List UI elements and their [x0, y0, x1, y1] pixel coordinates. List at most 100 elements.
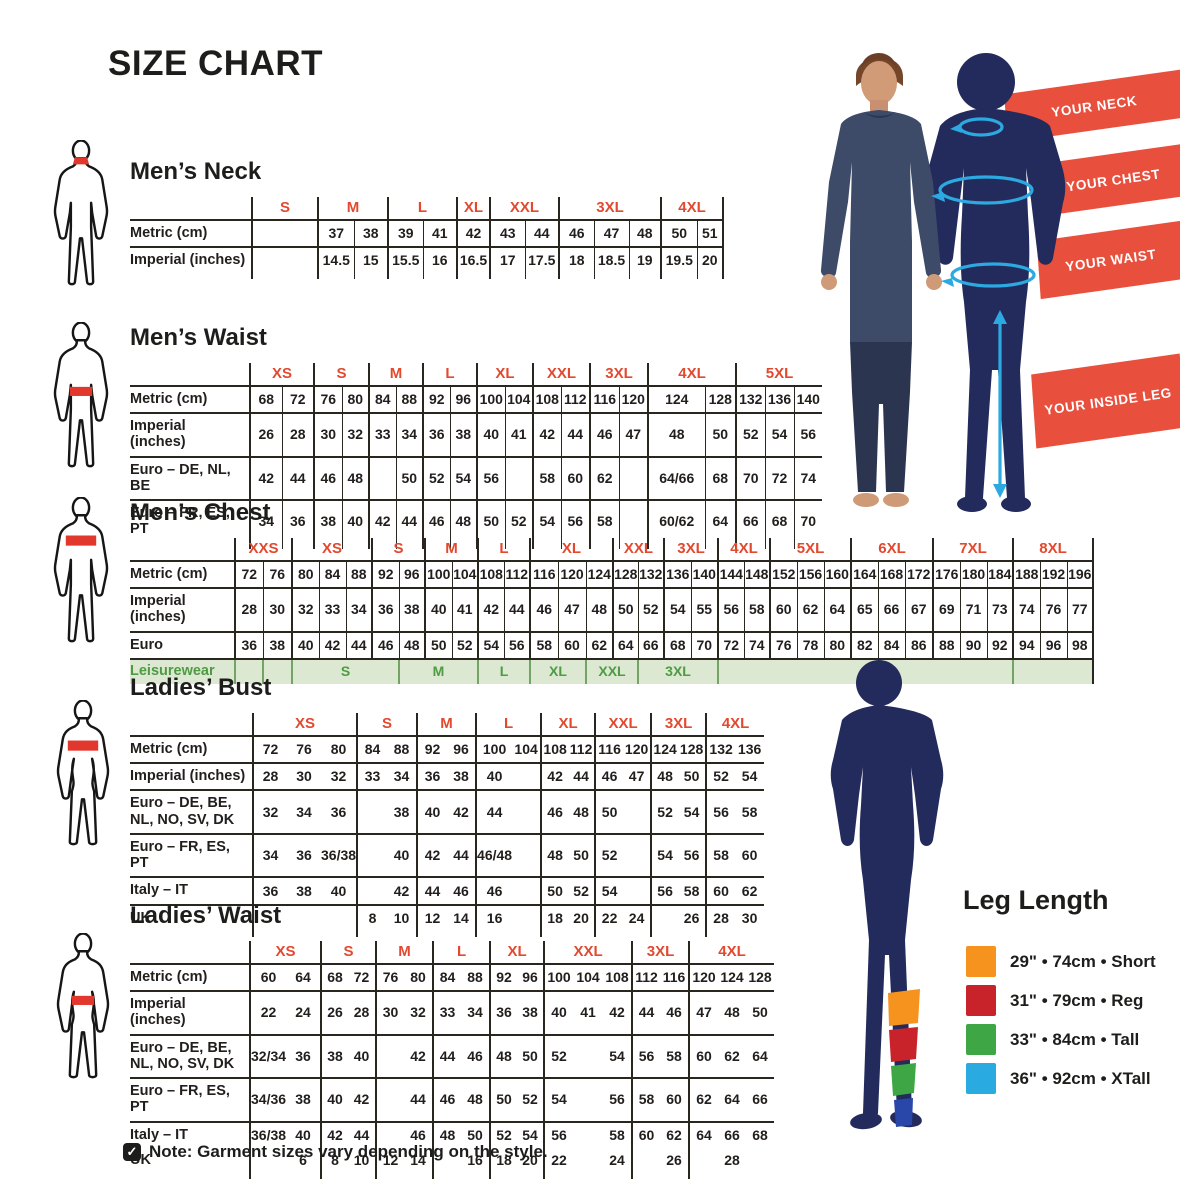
size-cell [512, 876, 542, 905]
size-column-header: 3XL [558, 197, 661, 220]
size-cell: 42 [404, 1033, 434, 1079]
row-label: Imperial (inches) [130, 587, 235, 632]
size-cell: 96 [449, 384, 477, 414]
size-column-header: 4XL [688, 941, 775, 964]
size-column-header: XS [248, 941, 322, 964]
size-cell: 34 [461, 990, 491, 1035]
male-chest-figure-icon [53, 497, 109, 643]
size-cell: 60 [631, 1120, 661, 1148]
size-cell: 16.5 [456, 246, 490, 280]
leg-length-legend: 29" • 74cm • Short 31" • 79cm • Reg 33" … [966, 946, 1156, 1094]
size-cell: 64 [718, 1077, 747, 1122]
size-cell: 128 [678, 734, 707, 764]
size-cell: 19 [628, 246, 661, 280]
size-column-header: 3XL [650, 713, 707, 736]
size-cell: 72 [281, 384, 314, 414]
size-column-header: 4XL [660, 197, 724, 220]
size-cell [375, 1033, 405, 1079]
size-cell: 46 [313, 455, 342, 501]
size-cell [631, 1147, 661, 1180]
row-label: Italy – IT [130, 1120, 250, 1148]
size-cell: 56 [503, 630, 530, 659]
size-cell: 54 [663, 587, 691, 632]
size-cell: 52 [650, 789, 679, 834]
row-label: Italy – IT [130, 876, 253, 905]
size-cell: 84 [368, 384, 396, 414]
size-cell: 64 [688, 1120, 719, 1148]
size-cell [512, 762, 542, 791]
size-cell: 48 [650, 762, 679, 791]
size-cell: 67 [904, 587, 933, 632]
size-cell: 92 [986, 630, 1013, 659]
size-cell: 50 [540, 876, 569, 905]
size-cell: 42 [318, 630, 346, 659]
size-cell: 40 [387, 832, 418, 878]
bust-highlight-band [67, 740, 99, 751]
size-cell: 34 [345, 587, 372, 632]
size-cell: 116 [594, 734, 624, 764]
size-cell: 8 [320, 1147, 349, 1180]
size-cell: 66 [718, 1120, 747, 1148]
size-cell: 58 [705, 832, 736, 878]
size-cell [1012, 657, 1094, 685]
size-cell: 6 [299, 1151, 307, 1168]
size-cell: 42 [603, 990, 633, 1035]
size-cell: 50 [489, 1077, 518, 1122]
size-cell: 30 [735, 903, 765, 937]
size-cell: 36 [371, 587, 399, 632]
size-column-header: XXL [594, 713, 652, 736]
size-column-header: XL [456, 197, 490, 220]
size-cell: 69 [932, 587, 960, 632]
size-cell: 32/34 [248, 1033, 287, 1079]
size-cell: 46 [371, 630, 399, 659]
size-cell: 136 [663, 559, 691, 589]
size-cell: 100 [476, 384, 505, 414]
row-label: Metric (cm) [130, 218, 252, 248]
size-cell [321, 903, 358, 937]
row-label: Metric (cm) [130, 384, 250, 414]
size-cell: 84 [356, 734, 388, 764]
size-cell: 70 [735, 455, 765, 501]
size-cell: 72 [764, 455, 794, 501]
corner-cell [130, 197, 252, 220]
size-cell: 60 [560, 455, 590, 501]
size-cell: 54 [650, 832, 679, 878]
size-column-header: M [368, 363, 423, 386]
size-cell: 50 [678, 762, 707, 791]
size-cell: 168 [877, 559, 905, 589]
size-column-header: XS [291, 538, 372, 561]
size-cell: 80 [341, 384, 369, 414]
size-cell: 62 [585, 630, 613, 659]
size-cell: 34 [395, 412, 423, 457]
size-cell: 30 [313, 412, 342, 457]
size-cell: 48 [341, 455, 369, 501]
size-cell: 152 [769, 559, 797, 589]
size-cell: 76 [769, 630, 797, 659]
size-cell: 50 [461, 1120, 491, 1148]
size-cell: 44 [432, 1033, 462, 1079]
size-cell: 52 [451, 630, 478, 659]
size-cell: 64/66 [647, 455, 705, 501]
legend-label: 31" • 79cm • Reg [1010, 990, 1144, 1010]
size-cell [287, 903, 321, 937]
size-cell: 76 [262, 559, 292, 589]
size-cell: 192 [1039, 559, 1067, 589]
legend-label: 29" • 74cm • Short [1010, 951, 1156, 971]
size-cell: 58 [735, 789, 765, 834]
section-mens-neck: Men’s Neck S M L XL XXL 3XL 4XL Metric (cm) 37 38… [130, 158, 724, 280]
size-cell: 54 [735, 762, 765, 791]
size-cell: 72 [252, 734, 287, 764]
size-cell [368, 455, 396, 501]
row-label: Metric (cm) [130, 962, 250, 992]
size-cell: 28 [705, 903, 736, 937]
size-cell: 32 [404, 990, 434, 1035]
size-cell: 16 [467, 1151, 483, 1168]
size-cell: 144 [717, 559, 744, 589]
size-cell: 36/38 [248, 1120, 287, 1148]
size-cell: 88 [395, 384, 423, 414]
size-cell [573, 1148, 603, 1179]
size-cell: 38 [287, 876, 321, 905]
size-cell: 104 [504, 384, 533, 414]
size-cell: 80 [291, 559, 319, 589]
size-cell: 58 [529, 630, 558, 659]
